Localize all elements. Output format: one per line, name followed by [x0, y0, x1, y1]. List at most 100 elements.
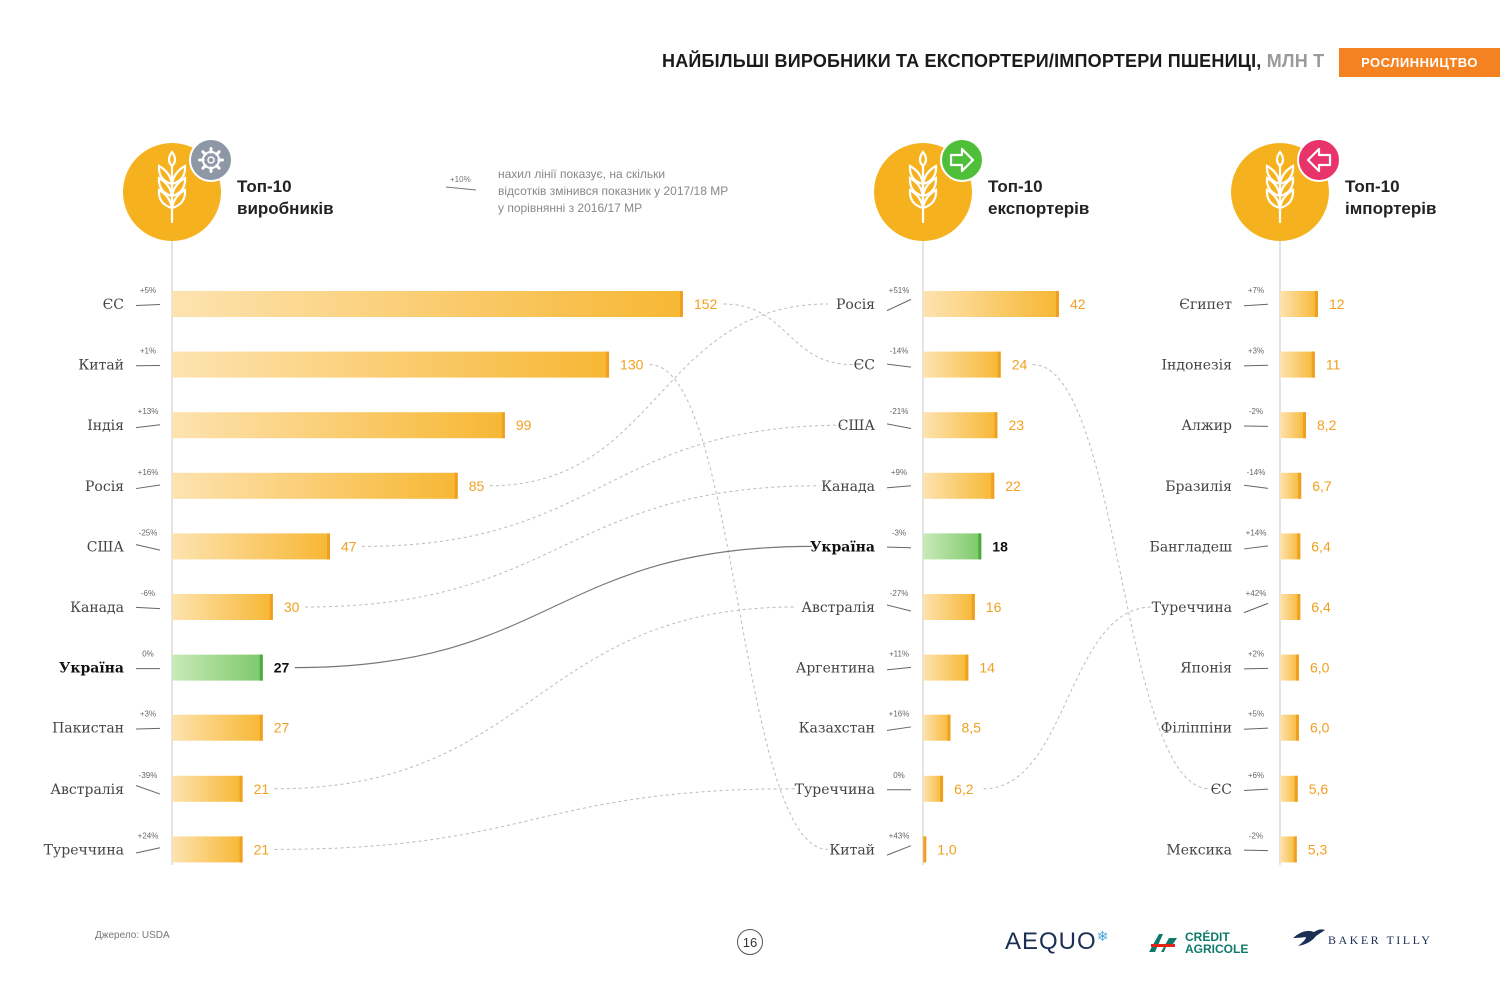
bar	[172, 351, 610, 378]
category-label: Україна	[810, 539, 875, 555]
change-slope	[135, 727, 161, 730]
change-label: +3%	[140, 710, 156, 719]
arrow-right-icon	[940, 138, 984, 182]
footer-source: Джерело: USDA	[95, 930, 170, 941]
value-label: 14	[979, 660, 995, 676]
bar	[1280, 594, 1301, 620]
bar-edge	[978, 533, 982, 560]
change-label: -14%	[890, 347, 909, 356]
change-slope	[135, 484, 161, 490]
category-label: Аргентина	[796, 661, 875, 677]
bar-edge	[923, 836, 927, 863]
bar-row: Україна 0% 27	[59, 650, 290, 681]
value-label: 21	[254, 841, 270, 857]
change-label: -2%	[1249, 831, 1263, 840]
bar-edge	[501, 412, 505, 439]
aequo-logo: AEQUO❄	[1005, 928, 1109, 956]
category-label: Туреччина	[795, 782, 875, 798]
category-label: Росія	[85, 479, 124, 495]
change-label: +11%	[889, 650, 909, 659]
category-label: Туреччина	[1152, 600, 1232, 616]
value-label: 8,5	[962, 720, 982, 736]
bar-edge	[997, 351, 1001, 378]
bar-edge	[454, 472, 458, 499]
change-label: +16%	[138, 468, 159, 477]
value-label: 12	[1329, 296, 1345, 312]
bar-row: Туреччина 0% 6,2	[795, 771, 974, 802]
bar-edge	[1297, 533, 1301, 560]
panel-title: Топ-10 імпортерів	[1345, 177, 1436, 218]
bar-row: Бразилія -14% 6,7	[1165, 468, 1332, 499]
legend-line-3: у порівнянні з 2016/17 МР	[498, 201, 642, 215]
bar-row: Мексика -2% 5,3	[1166, 831, 1327, 863]
bar-row: Казахстан +16% 8,5	[799, 710, 982, 741]
bar	[172, 594, 273, 620]
bar-edge	[1294, 775, 1298, 802]
baker-tilly-text: BAKER TILLY	[1328, 933, 1433, 947]
bar-edge	[1056, 291, 1059, 317]
bar-row: Росія +51% 42	[836, 286, 1086, 317]
bar	[172, 412, 505, 439]
bar-edge	[971, 594, 975, 620]
legend-text: нахил лінії показує, на скільки відсоткі…	[498, 167, 728, 215]
bar	[172, 291, 683, 317]
bar	[1280, 654, 1299, 681]
value-label: 152	[694, 296, 718, 312]
panel-title-line: Топ-10	[237, 177, 292, 196]
value-label: 5,6	[1309, 781, 1329, 797]
change-label: +3%	[1248, 347, 1264, 356]
connector-line	[723, 303, 853, 366]
change-label: +9%	[891, 468, 907, 477]
change-slope	[1243, 602, 1269, 614]
bar-row: Японія +2% 6,0	[1180, 650, 1330, 681]
change-slope	[886, 298, 912, 312]
connector-line	[649, 364, 829, 850]
credit-agricole-emblem-icon	[1149, 934, 1177, 952]
category-label: Канада	[821, 479, 875, 495]
connector-line	[294, 545, 812, 669]
value-label: 1,0	[937, 841, 957, 857]
change-label: +14%	[1246, 528, 1267, 537]
category-label: Бразилія	[1165, 479, 1232, 495]
connector-line	[304, 485, 820, 608]
legend-sample-label: +10%	[450, 175, 471, 184]
bar-edge	[965, 654, 969, 681]
change-label: +6%	[1248, 771, 1264, 780]
panel-exporters: Топ-10 експортерів Росія +51% 42 ЄС -14% 24 США -…	[795, 138, 1089, 865]
value-label: 99	[516, 417, 532, 433]
bar	[172, 533, 331, 560]
category-label: Туреччина	[44, 842, 124, 858]
change-slope	[1243, 484, 1269, 489]
bar-row: Канада -6% 30	[70, 589, 300, 620]
category-label: США	[838, 418, 876, 434]
change-slope	[135, 424, 161, 429]
panel-title-line: експортерів	[988, 199, 1089, 218]
bar-edge	[606, 351, 610, 378]
value-label: 27	[274, 720, 290, 736]
change-slope	[886, 604, 912, 612]
category-label: Австралія	[801, 600, 875, 616]
panel-importers: Топ-10 імпортерів Єгипет +7% 12 Індонезія +3% 1…	[1150, 138, 1436, 865]
panel-title-line: Топ-10	[1345, 177, 1400, 196]
bar-row: Філіппіни +5% 6,0	[1161, 710, 1330, 741]
bar-row: Алжир -2% 8,2	[1181, 407, 1337, 439]
bar	[923, 775, 944, 802]
bar-row: Аргентина +11% 14	[796, 650, 995, 681]
bar-row: Китай +1% 130	[78, 347, 644, 378]
bar-edge	[994, 412, 998, 439]
bar-edge	[991, 472, 995, 499]
change-slope	[1243, 727, 1269, 730]
bar-row: Пакистан +3% 27	[52, 710, 290, 741]
value-label: 27	[274, 660, 290, 676]
bar	[923, 351, 1001, 378]
bar	[1280, 472, 1302, 499]
value-label: 18	[992, 538, 1008, 554]
change-slope	[1243, 545, 1269, 550]
category-label: Китай	[829, 842, 875, 858]
bar	[923, 412, 998, 439]
value-label: 6,0	[1310, 660, 1330, 676]
value-label: 6,0	[1310, 720, 1330, 736]
bar	[923, 714, 951, 741]
bar-row: Індонезія +3% 11	[1162, 347, 1341, 378]
bar-row: Китай +43% 1,0	[829, 831, 957, 863]
